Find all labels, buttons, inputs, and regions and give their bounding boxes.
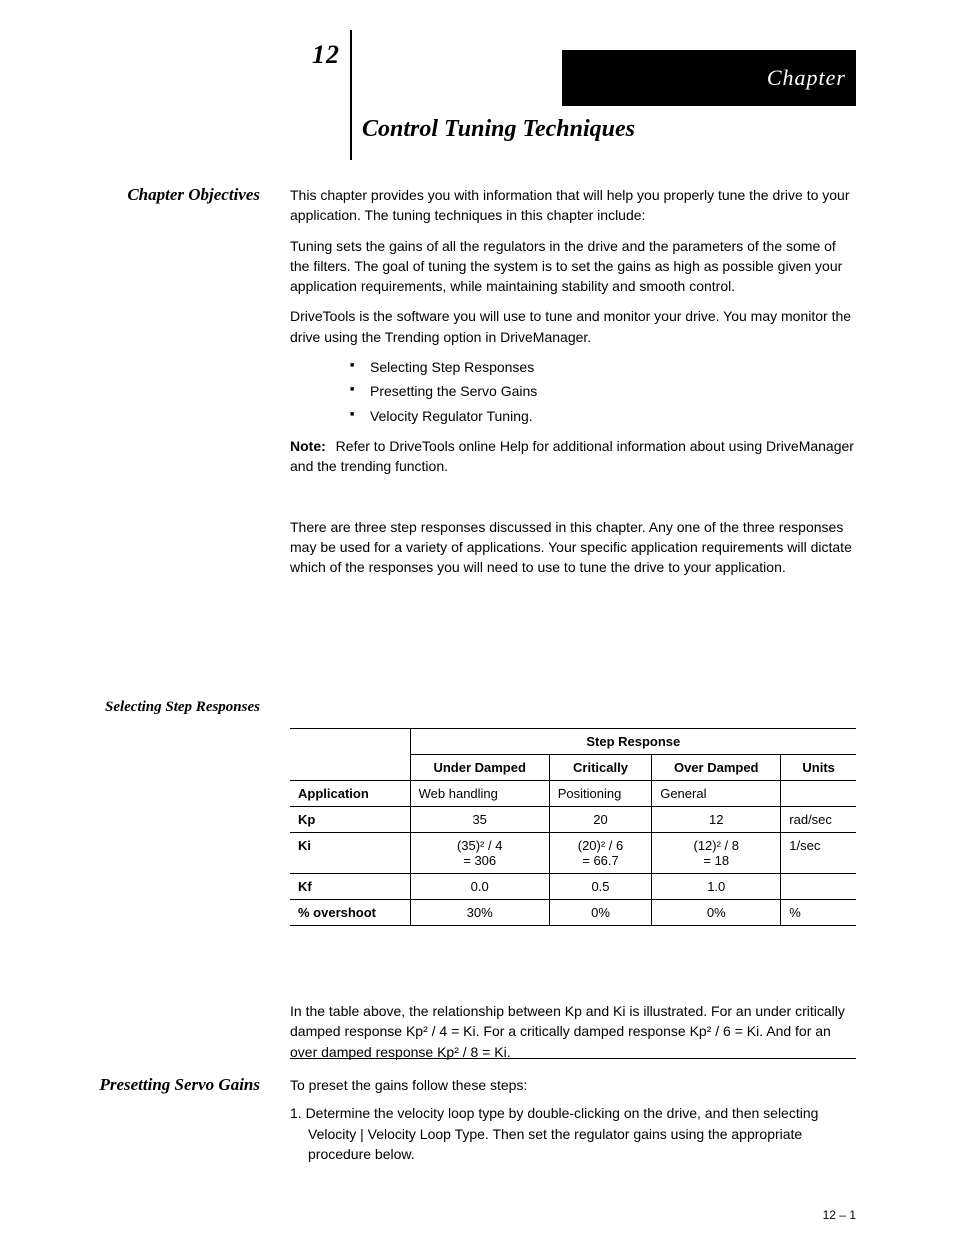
side-label-responses: Selecting Step Responses xyxy=(0,698,260,716)
r5c1: 30% xyxy=(410,900,549,926)
table-row: Ki (35)² / 4= 306 (20)² / 6= 66.7 (12)² … xyxy=(290,833,856,874)
r1c1: Web handling xyxy=(410,781,549,807)
table-row: Kp 35 20 12 rad/sec xyxy=(290,807,856,833)
r4c0: Kf xyxy=(290,874,410,900)
chapter-number: 12 xyxy=(0,40,340,70)
r4c2: 0.5 xyxy=(549,874,651,900)
r3c2: (20)² / 6= 66.7 xyxy=(549,833,651,874)
r2c0: Kp xyxy=(290,807,410,833)
th-group: Step Response xyxy=(410,729,856,755)
r3c3: (12)² / 8= 18 xyxy=(652,833,781,874)
chapter-label-box: Chapter xyxy=(562,50,856,106)
intro-p2: Tuning sets the gains of all the regulat… xyxy=(290,236,856,297)
r2c1: 35 xyxy=(410,807,549,833)
th-crit: Critically xyxy=(549,755,651,781)
bullet-3: Velocity Regulator Tuning. xyxy=(290,406,856,426)
page-number: 12 – 1 xyxy=(823,1208,856,1222)
r5c0: % overshoot xyxy=(290,900,410,926)
th-units: Units xyxy=(781,755,856,781)
r3c4: 1/sec xyxy=(781,833,856,874)
r1c2: Positioning xyxy=(549,781,651,807)
th-under: Under Damped xyxy=(410,755,549,781)
note-label: Note: xyxy=(290,438,326,454)
header-vertical-rule xyxy=(350,30,352,160)
th-over: Over Damped xyxy=(652,755,781,781)
preset-step1: 1. Determine the velocity loop type by d… xyxy=(290,1103,856,1164)
r2c3: 12 xyxy=(652,807,781,833)
r5c4: % xyxy=(781,900,856,926)
r1c4 xyxy=(781,781,856,807)
note-text: Refer to DriveTools online Help for addi… xyxy=(290,438,854,474)
th-blank xyxy=(290,729,410,781)
chapter-title: Control Tuning Techniques xyxy=(362,116,635,143)
r4c4 xyxy=(781,874,856,900)
intro-note: Note: Refer to DriveTools online Help fo… xyxy=(290,436,856,477)
r3c0: Ki xyxy=(290,833,410,874)
r1c3: General xyxy=(652,781,781,807)
section-divider xyxy=(290,1058,856,1059)
body-text: This chapter provides you with informati… xyxy=(290,185,856,587)
responses-intro: There are three step responses discussed… xyxy=(290,517,856,578)
r5c3: 0% xyxy=(652,900,781,926)
step-response-table: Step Response Under Damped Critically Ov… xyxy=(290,728,856,926)
bullet-2: Presetting the Servo Gains xyxy=(290,381,856,401)
intro-bullets: Selecting Step Responses Presetting the … xyxy=(290,357,856,426)
preset-section: To preset the gains follow these steps: … xyxy=(290,1075,856,1164)
preset-p1: To preset the gains follow these steps: xyxy=(290,1075,856,1095)
r4c3: 1.0 xyxy=(652,874,781,900)
side-label-objectives: Chapter Objectives xyxy=(0,185,260,205)
page: 12 Chapter Control Tuning Techniques Cha… xyxy=(0,0,954,1235)
intro-p3: DriveTools is the software you will use … xyxy=(290,306,856,347)
bullet-1: Selecting Step Responses xyxy=(290,357,856,377)
r2c4: rad/sec xyxy=(781,807,856,833)
table-row: % overshoot 30% 0% 0% % xyxy=(290,900,856,926)
intro-p1: This chapter provides you with informati… xyxy=(290,185,856,226)
r3c1: (35)² / 4= 306 xyxy=(410,833,549,874)
below-table-paragraph: In the table above, the relationship bet… xyxy=(290,1000,856,1062)
table-row: Kf 0.0 0.5 1.0 xyxy=(290,874,856,900)
table-row: Application Web handling Positioning Gen… xyxy=(290,781,856,807)
r5c2: 0% xyxy=(549,900,651,926)
r4c1: 0.0 xyxy=(410,874,549,900)
r1c0: Application xyxy=(290,781,410,807)
r2c2: 20 xyxy=(549,807,651,833)
side-label-presetting: Presetting Servo Gains xyxy=(0,1075,260,1095)
